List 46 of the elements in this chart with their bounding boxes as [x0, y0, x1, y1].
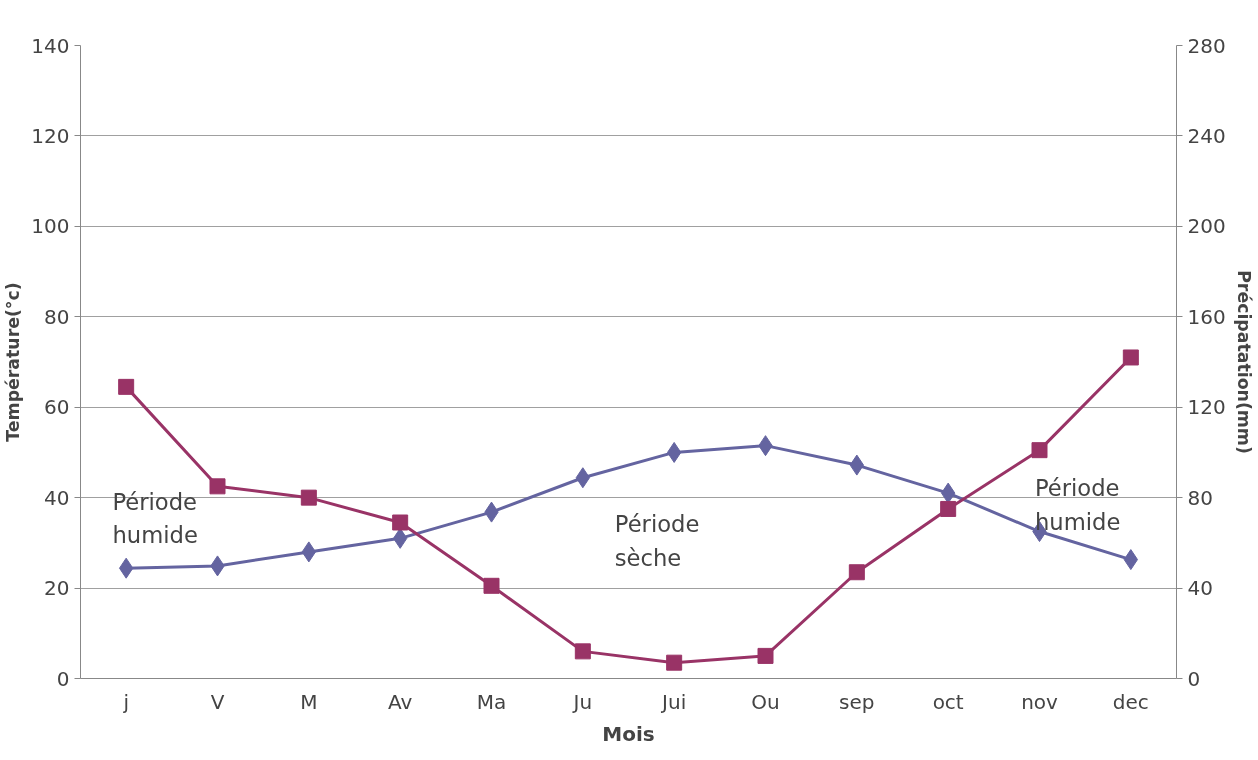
y-tick-label: 20 [44, 576, 70, 601]
x-tick-label: sep [839, 689, 875, 714]
point [574, 643, 591, 660]
x-tick-label: V [210, 689, 225, 714]
annotation: Période humide [112, 488, 198, 549]
y2-tick-label: 40 [1187, 576, 1213, 601]
y-tick-label: 60 [44, 395, 70, 420]
annotation: Période humide [1034, 475, 1121, 535]
y2-tick-label: 120 [1187, 395, 1226, 420]
y-tick-label: 100 [31, 214, 70, 239]
x-tick-label: Jui [660, 689, 687, 714]
point [1031, 442, 1048, 459]
x-tick-label: oct [932, 689, 964, 714]
point [940, 500, 957, 517]
y-tick-label: 40 [44, 485, 70, 510]
x-axis-title: Mois [602, 721, 655, 746]
x-tick-label: j [122, 689, 129, 714]
y-tick-label: 120 [31, 123, 70, 148]
x-tick-label: M [300, 689, 318, 714]
x-tick-label: dec [1112, 689, 1149, 714]
point [300, 489, 317, 506]
x-tick-label: Ou [751, 689, 780, 714]
y2-tick-label: 200 [1187, 214, 1226, 239]
point [757, 647, 774, 664]
point [483, 577, 500, 594]
y-tick-label: 140 [31, 33, 70, 58]
y-tick-label: 80 [44, 304, 70, 329]
point [392, 514, 409, 531]
annotation: Période sèche [614, 511, 700, 572]
x-tick-label: Ma [476, 689, 507, 714]
y2-tick-label: 280 [1187, 33, 1226, 58]
y-tick-label: 0 [56, 666, 70, 691]
point [1122, 349, 1139, 366]
y2-tick-label: 160 [1187, 304, 1226, 329]
y-axis-title: Température(°c) [3, 282, 24, 442]
x-tick-label: Av [387, 689, 413, 714]
point [118, 378, 135, 395]
y2-axis-title: Précipatation(mm) [1233, 270, 1254, 454]
point [666, 654, 683, 671]
y2-tick-label: 240 [1187, 123, 1226, 148]
point [209, 478, 226, 495]
y2-tick-label: 0 [1187, 666, 1201, 691]
x-tick-label: Ju [571, 689, 593, 714]
x-tick-label: nov [1021, 689, 1059, 714]
point [848, 564, 865, 581]
y2-tick-label: 80 [1187, 485, 1213, 510]
